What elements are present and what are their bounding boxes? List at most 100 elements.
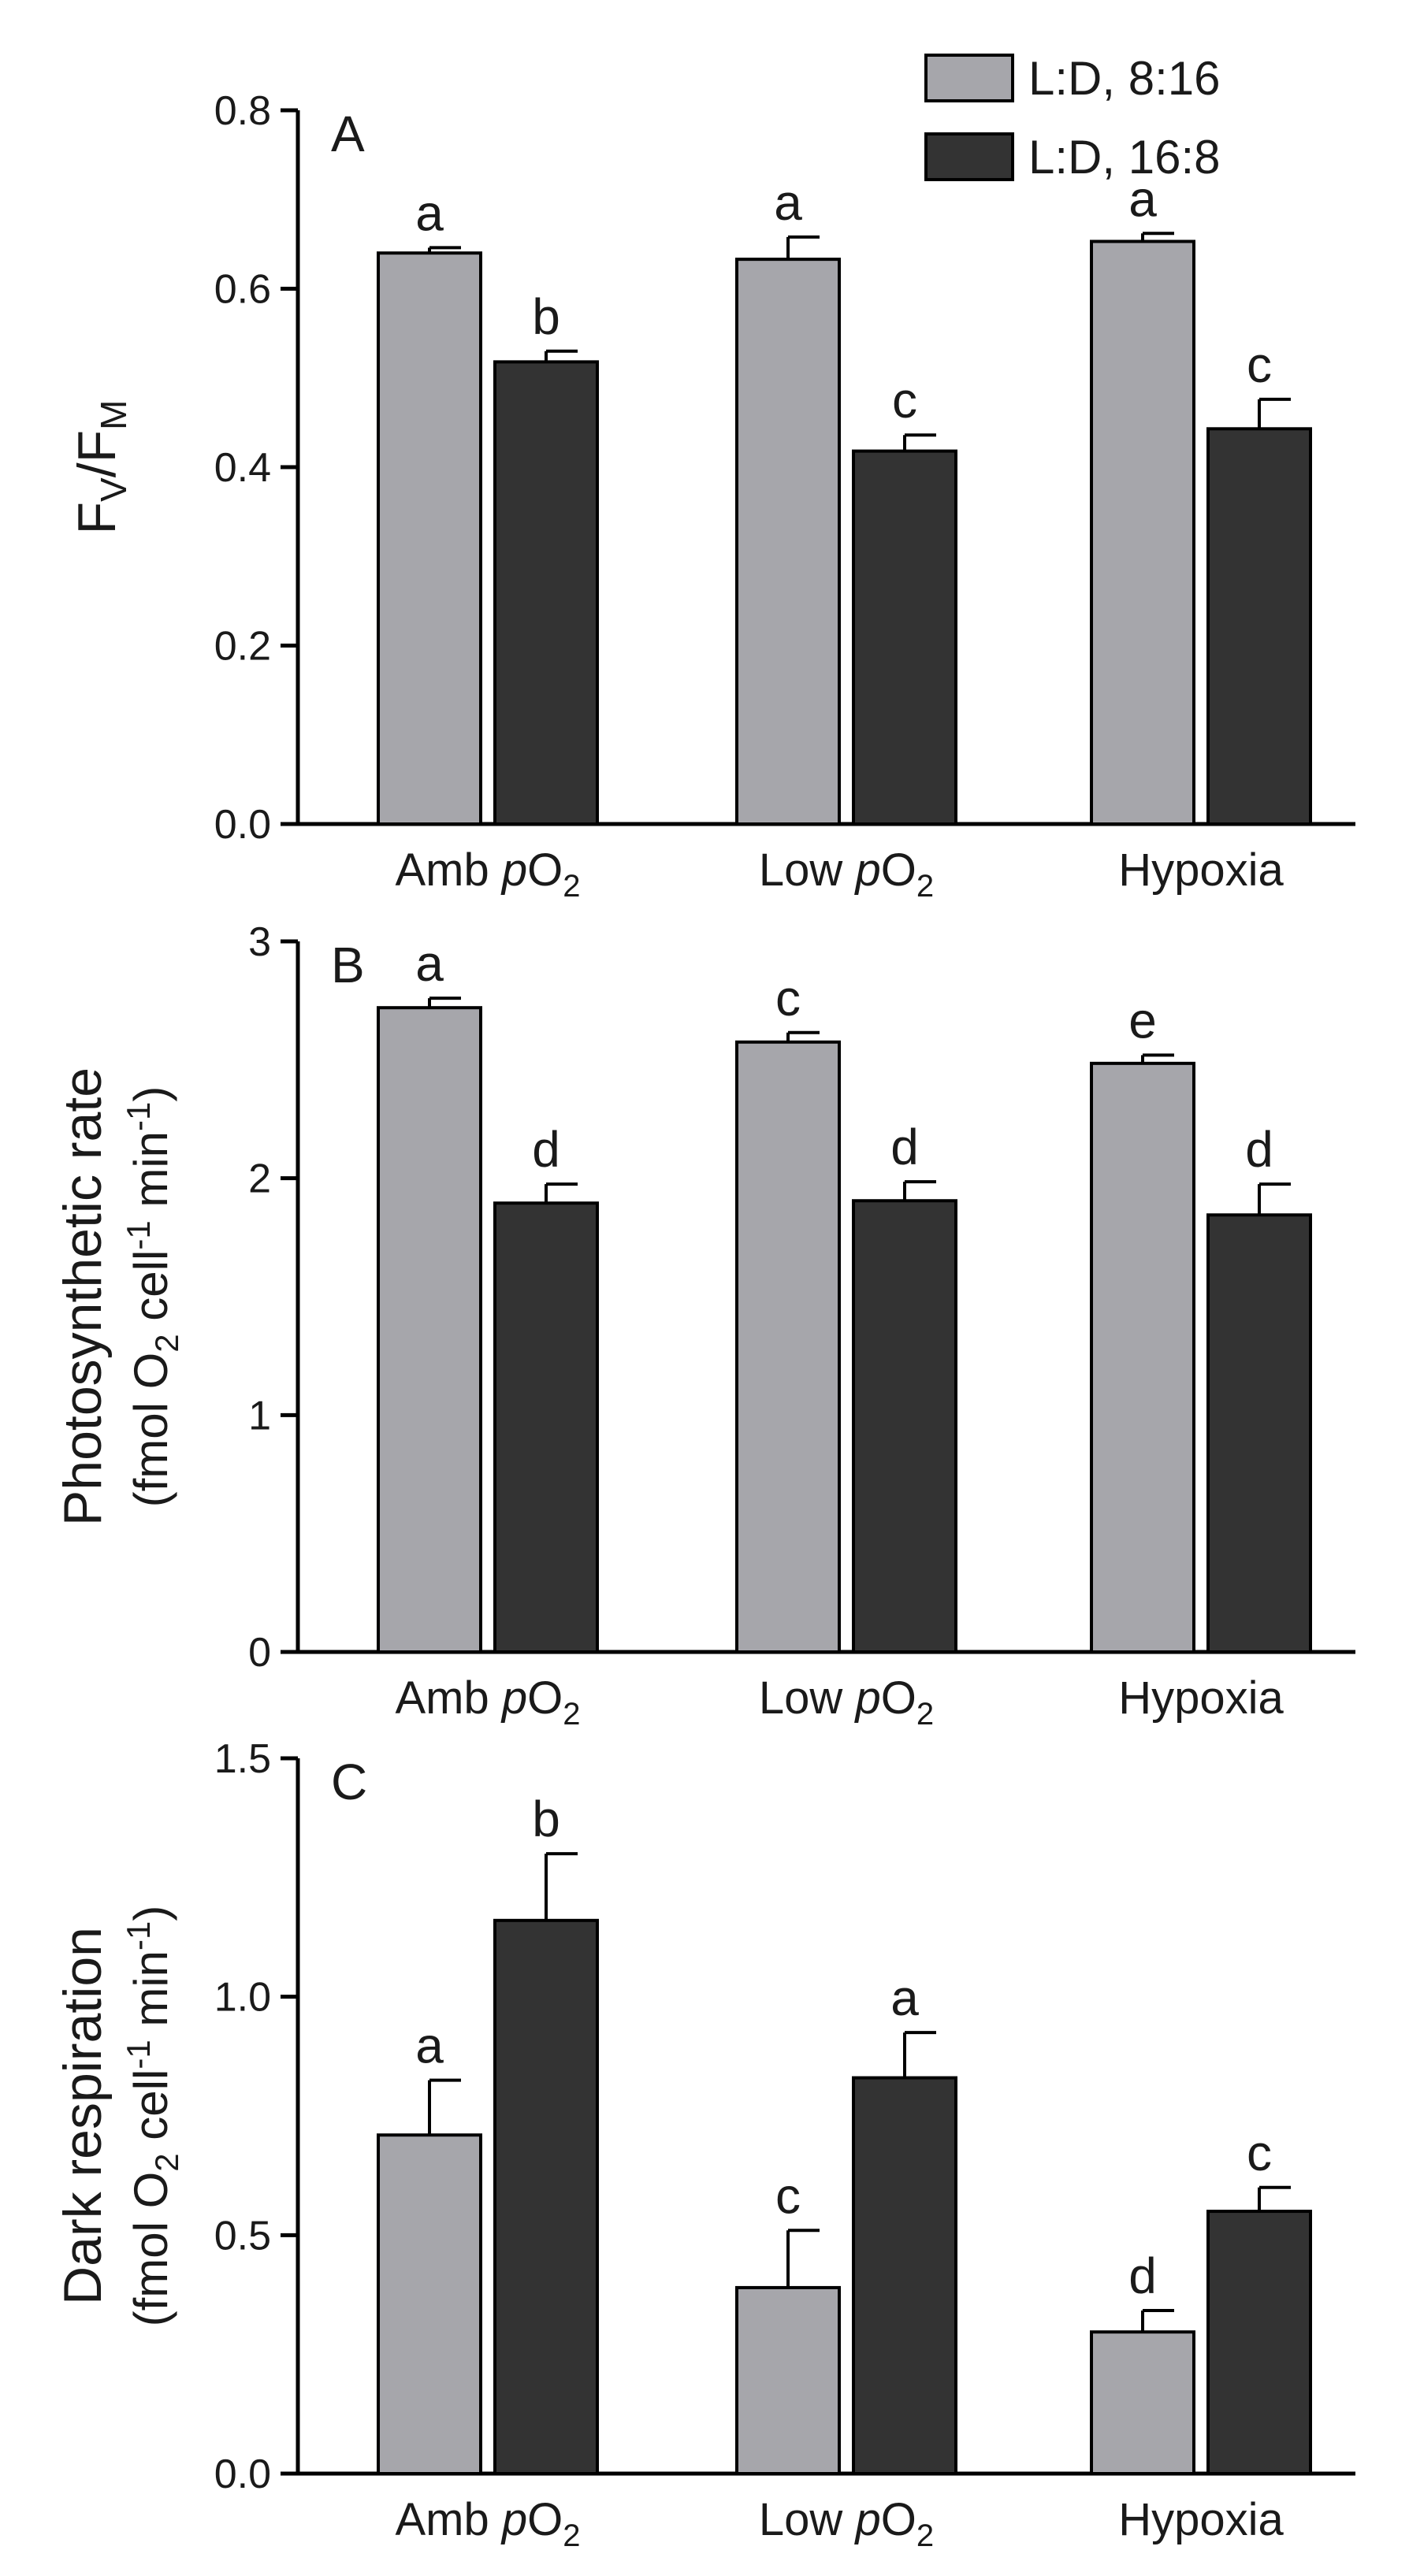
y-axis-label-line2: (fmol O2 cell-1 min-1) — [120, 1906, 185, 2327]
bar-c-s2-c1 — [493, 1918, 599, 2475]
panel-label: C — [331, 1754, 367, 1810]
y-axis-label-sub: 2 — [148, 1334, 185, 1352]
significance-letter: a — [890, 1969, 919, 2026]
error-bar — [545, 1182, 578, 1204]
y-axis-label-text: (fmol O — [125, 2172, 177, 2327]
significance-letter: c — [1247, 336, 1272, 393]
error-bar — [1141, 2308, 1174, 2333]
y-tick-label: 0.5 — [214, 2213, 271, 2259]
chart-panel-b: 0 1 2 3 B Photosynthetic rate (fmol O2 cell-1 … — [53, 919, 1355, 1732]
y-tick-label: 0 — [248, 1630, 271, 1676]
bar-b-s2-c3 — [1206, 1213, 1312, 1654]
significance-letter: b — [532, 1791, 560, 1847]
bar-c-s1-c3 — [1090, 2330, 1195, 2476]
significance-letter: e — [1128, 992, 1157, 1049]
y-tick-label: 0.0 — [214, 2452, 271, 2497]
error-bar — [786, 2229, 820, 2288]
y-tick-label: 1.0 — [214, 1975, 271, 2021]
y-axis-label-text: ) — [125, 1086, 177, 1102]
significance-letter: c — [892, 372, 917, 429]
y-tick-label: 0.8 — [214, 88, 271, 134]
error-bar — [903, 2031, 936, 2078]
legend-label: L:D, 8:16 — [1028, 52, 1221, 105]
error-bar — [428, 2078, 461, 2136]
x-tick-label: Hypoxia — [1118, 844, 1284, 896]
panel-label: A — [331, 106, 365, 162]
significance-letter: d — [890, 1119, 919, 1175]
significance-letter: a — [415, 184, 444, 241]
y-axis-label-line1: Photosynthetic rate — [53, 1067, 113, 1526]
x-tick-label: Low pO2 — [759, 844, 934, 904]
error-bar — [428, 997, 461, 1008]
legend-swatch — [924, 54, 1014, 102]
bar-a-s2-c1 — [493, 360, 599, 826]
x-tick-label: Amb pO2 — [395, 844, 580, 904]
x-tick-label-italic: p — [500, 2494, 527, 2545]
x-tick-label-text: O — [881, 2494, 916, 2545]
error-bar — [1258, 1182, 1291, 1216]
error-bar — [545, 349, 578, 362]
x-tick-label-text: Hypoxia — [1118, 2494, 1284, 2545]
x-tick-label: Low pO2 — [759, 2494, 934, 2553]
significance-letter: a — [415, 2017, 444, 2074]
y-axis-label-text: (fmol O — [125, 1353, 177, 1508]
y-axis-label-text: cell — [125, 1250, 177, 1334]
x-tick-label-sub: 2 — [563, 1697, 580, 1732]
chart-panel-c: 0.0 0.5 1.0 1.5 C Dark respiration (fmol O2 ce… — [53, 1736, 1355, 2553]
significance-letter: b — [532, 288, 560, 345]
significance-letter: d — [1245, 1121, 1273, 1178]
y-axis-label-text: min — [125, 1951, 177, 2040]
x-tick-label-text: Amb — [395, 2494, 501, 2545]
error-bar — [1141, 1053, 1174, 1063]
y-axis-label-sub: V — [93, 477, 134, 502]
y-tick-label: 0.2 — [214, 624, 271, 670]
error-bar — [903, 1180, 936, 1201]
significance-letter: a — [1128, 170, 1157, 227]
significance-letter: c — [775, 970, 801, 1026]
y-axis-label-sup: -1 — [120, 2040, 157, 2069]
y-axis-label-sup: -1 — [120, 1921, 157, 1951]
y-tick-label: 0.4 — [214, 445, 271, 491]
x-tick-label-text: Hypoxia — [1118, 1672, 1284, 1724]
x-tick-label-text: Amb — [395, 1672, 501, 1724]
legend-label: L:D, 16:8 — [1028, 131, 1221, 184]
bar-b-s1-c1 — [377, 1006, 482, 1654]
x-tick-label-text: Low — [759, 844, 856, 896]
y-axis-label-text: /F — [67, 430, 127, 477]
significance-letter: a — [774, 174, 802, 231]
error-bar — [545, 1852, 578, 1921]
y-tick-label: 1 — [248, 1393, 271, 1438]
y-tick-label: 1.5 — [214, 1736, 271, 1782]
x-tick-label: Hypoxia — [1118, 1672, 1284, 1724]
significance-letter: a — [415, 935, 444, 992]
x-tick-label-text: Low — [759, 1672, 856, 1724]
error-bar — [428, 246, 461, 254]
significance-letter: d — [532, 1121, 560, 1178]
x-tick-label-text: O — [527, 844, 563, 896]
x-tick-label: Low pO2 — [759, 1672, 934, 1732]
error-bar — [903, 433, 936, 451]
x-tick-label-sub: 2 — [916, 869, 934, 904]
x-tick-label-sub: 2 — [916, 2518, 934, 2553]
x-tick-label-italic: p — [500, 1672, 527, 1724]
y-axis-label-text: min — [125, 1131, 177, 1220]
y-axis-label-sup: -1 — [120, 1220, 157, 1249]
x-tick-label-text: O — [527, 2494, 563, 2545]
error-bar — [1258, 397, 1291, 429]
y-tick-label: 3 — [248, 919, 271, 965]
error-bar — [786, 1030, 820, 1042]
y-tick-label: 0.6 — [214, 267, 271, 313]
x-tick-label-text: O — [881, 1672, 916, 1724]
y-axis-label-text: F — [67, 502, 127, 535]
x-tick-label-text: O — [527, 1672, 563, 1724]
y-axis-label-line1: Dark respiration — [53, 1927, 113, 2305]
x-tick-label-text: O — [881, 844, 916, 896]
bar-b-s1-c2 — [735, 1040, 841, 1654]
x-tick-label-text: Hypoxia — [1118, 844, 1284, 896]
y-tick-label: 0.0 — [214, 802, 271, 848]
y-axis-label-sub: 2 — [148, 2153, 185, 2171]
x-tick-label-text: Low — [759, 2494, 856, 2545]
x-tick-label-sub: 2 — [563, 869, 580, 904]
